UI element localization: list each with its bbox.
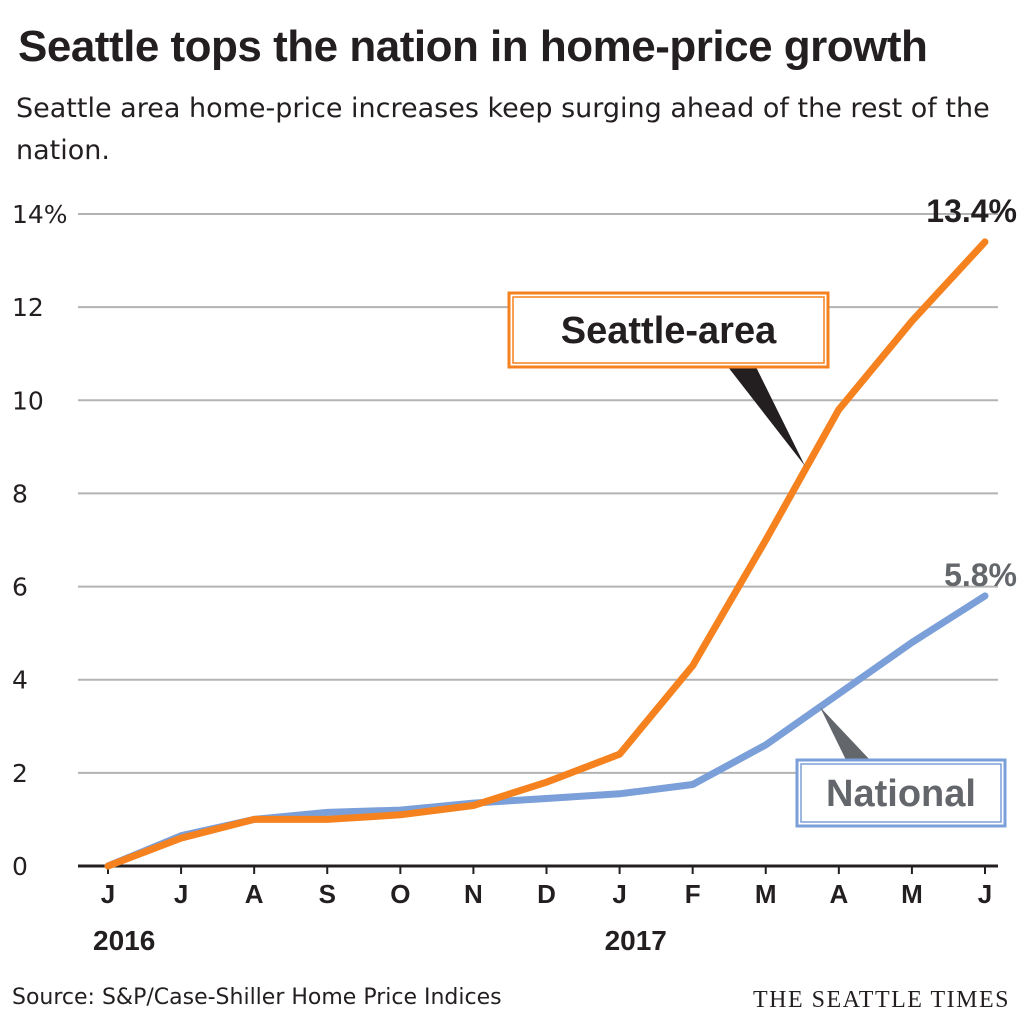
y-tick-label: 12 — [12, 293, 44, 322]
x-tick-label: S — [319, 879, 336, 909]
series-label: Seattle-area — [561, 310, 777, 352]
year-label: 2016 — [93, 925, 155, 956]
x-tick-label: A — [829, 879, 848, 909]
series-line-seattle-area — [104, 238, 989, 870]
x-tick-label: J — [101, 879, 115, 909]
callout-pointer — [820, 707, 870, 760]
x-tick-label: O — [390, 879, 410, 909]
x-tick-label: A — [245, 879, 264, 909]
end-value-label: 5.8% — [944, 557, 1017, 593]
y-tick-label: 14% — [12, 200, 68, 229]
x-tick-label: M — [755, 879, 777, 909]
x-tick-label: J — [978, 879, 992, 909]
series-label: National — [826, 773, 976, 815]
x-tick-label: M — [901, 879, 923, 909]
line-chart: 14% 12 10 8 6 4 2 0 J J A S O N D J F M A M J 2016 2017 13.4% 5.… — [12, 193, 1017, 956]
x-tick-label: J — [612, 879, 626, 909]
y-tick-label: 8 — [12, 479, 28, 508]
callout-box — [507, 291, 830, 369]
x-tick-label: N — [464, 879, 483, 909]
y-tick-label: 4 — [12, 666, 28, 695]
y-tick-label: 2 — [12, 759, 28, 788]
chart-subtitle: Seattle area home-price increases keep s… — [16, 93, 990, 166]
y-tick-label: 0 — [12, 852, 28, 881]
callout-pointer — [728, 367, 805, 466]
y-tick-label: 10 — [12, 386, 44, 415]
chart-title: Seattle tops the nation in home-price gr… — [18, 22, 928, 71]
end-value-label: 13.4% — [926, 193, 1017, 229]
publisher-logo: THE SEATTLE TIMES — [752, 987, 1010, 1013]
year-label: 2017 — [605, 925, 667, 956]
x-tick-label: F — [685, 879, 701, 909]
callout-box — [795, 758, 1007, 828]
x-tick-label: D — [537, 879, 556, 909]
y-tick-label: 6 — [12, 573, 28, 602]
x-tick-label: J — [174, 879, 188, 909]
source-note: Source: S&P/Case-Shiller Home Price Indi… — [12, 985, 502, 1010]
callout-box-inner — [800, 763, 1002, 823]
callout-box-inner — [512, 296, 825, 364]
